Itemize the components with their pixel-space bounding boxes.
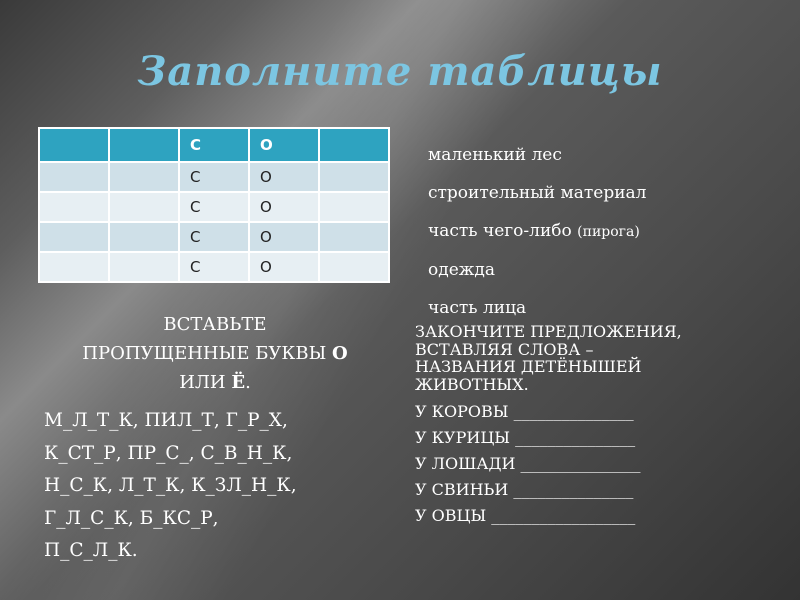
definition-item: маленький лес (428, 136, 646, 174)
sentence-list: У КОРОВЫ _______________ У КУРИЦЫ ______… (415, 399, 682, 529)
sentence-line: У ОВЦЫ __________________ (415, 506, 636, 525)
heading-line: ИЛИ Ё. (44, 368, 386, 397)
definition-note: (пирога) (577, 224, 640, 240)
definition-text: строительный материал (428, 183, 647, 203)
table-cell[interactable]: С (178, 191, 250, 223)
slide-title: Заполните таблицы (137, 48, 663, 95)
heading-text: ПРОПУЩЕННЫЕ БУКВЫ (82, 343, 333, 364)
table-cell[interactable]: О (248, 221, 320, 253)
table-cell[interactable]: С (178, 221, 250, 253)
sentence-line: У ЛОШАДИ _______________ (415, 454, 641, 473)
word-line: М_Л_Т_К, ПИЛ_Т, Г_Р_Х, (44, 410, 288, 431)
word-line: Г_Л_С_К, Б_КС_Р, (44, 507, 219, 529)
definition-item: одежда (428, 251, 646, 289)
heading-text: ИЛИ (179, 372, 232, 393)
sentence-line: У СВИНЬИ _______________ (415, 480, 634, 499)
word-line: К_СТ_Р, ПР_С_, С_В_Н_К, (44, 442, 293, 464)
table-cell[interactable] (318, 251, 390, 283)
table-cell[interactable]: С (178, 251, 250, 283)
table-cell[interactable]: С (178, 127, 250, 163)
definition-item: часть чего-либо (пирога) (428, 212, 646, 251)
table-cell[interactable] (38, 221, 110, 253)
definition-item: часть лица (428, 289, 646, 327)
heading-line: ЖИВОТНЫХ. (415, 374, 529, 394)
table-cell[interactable] (318, 191, 390, 223)
word-list: М_Л_Т_К, ПИЛ_Т, Г_Р_Х, К_СТ_Р, ПР_С_, С_… (44, 405, 386, 568)
heading-text: . (245, 372, 251, 393)
heading-line: ЗАКОНЧИТЕ ПРЕДЛОЖЕНИЯ, (415, 322, 682, 341)
sentence-line: У КОРОВЫ _______________ (415, 402, 634, 421)
heading-line: ВСТАВЬТЕ (163, 314, 267, 335)
table-cell[interactable] (108, 221, 180, 253)
task-complete-sentences: ЗАКОНЧИТЕ ПРЕДЛОЖЕНИЯ, ВСТАВЛЯЯ СЛОВА – … (415, 323, 682, 529)
table-cell[interactable] (38, 191, 110, 223)
table-cell[interactable] (108, 127, 180, 163)
heading-line: НАЗВАНИЯ ДЕТЁНЫШЕЙ (415, 357, 642, 376)
table-cell[interactable]: О (248, 251, 320, 283)
table-row: С О (38, 221, 390, 253)
table-cell[interactable]: О (248, 161, 320, 193)
word-definitions: маленький лес строительный материал част… (428, 136, 646, 327)
heading-line: ПРОПУЩЕННЫЕ БУКВЫ О (44, 339, 386, 368)
fill-table: С О С О С О С О С О (38, 127, 390, 283)
table-row: С О (38, 161, 390, 193)
table-cell[interactable]: О (248, 191, 320, 223)
table-row: С О (38, 191, 390, 223)
table-cell[interactable] (38, 251, 110, 283)
definition-item: строительный материал (428, 174, 646, 212)
table-header-row: С О (38, 127, 390, 163)
definition-text: маленький лес (428, 145, 562, 165)
table-cell[interactable] (38, 127, 110, 163)
table-cell[interactable] (318, 161, 390, 193)
task-insert-letters: ВСТАВЬТЕ ПРОПУЩЕННЫЕ БУКВЫ О ИЛИ Ё. М_Л_… (44, 310, 386, 568)
table-cell[interactable] (318, 221, 390, 253)
table-cell[interactable] (108, 191, 180, 223)
definition-text: часть чего-либо (428, 221, 572, 241)
word-line: Н_С_К, Л_Т_К, К_ЗЛ_Н_К, (44, 475, 297, 496)
word-line: П_С_Л_К. (44, 540, 138, 561)
task-heading: ЗАКОНЧИТЕ ПРЕДЛОЖЕНИЯ, ВСТАВЛЯЯ СЛОВА – … (415, 323, 682, 393)
task-heading: ВСТАВЬТЕ ПРОПУЩЕННЫЕ БУКВЫ О ИЛИ Ё. (44, 310, 386, 397)
table-cell[interactable]: С (178, 161, 250, 193)
table-cell[interactable] (38, 161, 110, 193)
definition-text: часть лица (428, 298, 527, 318)
table-cell[interactable] (108, 251, 180, 283)
table-cell[interactable]: О (248, 127, 320, 163)
table-row: С О (38, 251, 390, 283)
table-cell[interactable] (108, 161, 180, 193)
definition-text: одежда (428, 260, 496, 280)
heading-bold: О (332, 343, 348, 364)
heading-line: ВСТАВЛЯЯ СЛОВА – (415, 339, 594, 359)
sentence-line: У КУРИЦЫ _______________ (415, 428, 636, 447)
heading-bold: Ё (231, 372, 246, 393)
table-cell[interactable] (318, 127, 390, 163)
